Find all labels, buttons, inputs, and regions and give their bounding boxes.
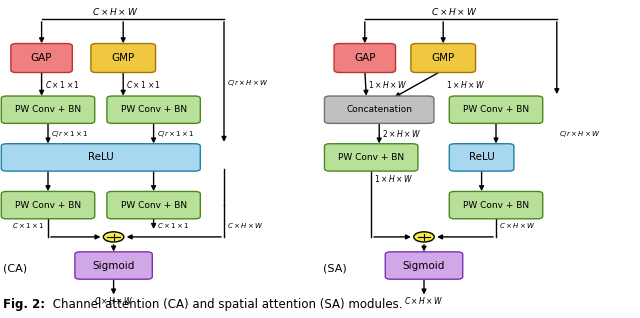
Text: ReLU: ReLU [88, 152, 114, 162]
FancyBboxPatch shape [385, 252, 463, 279]
Text: $C \times 1 \times 1$: $C \times 1 \times 1$ [127, 79, 161, 90]
Text: $2 \times H \times W$: $2 \times H \times W$ [383, 128, 422, 139]
FancyBboxPatch shape [11, 44, 72, 73]
Text: GMP: GMP [111, 53, 135, 63]
Text: PW Conv + BN: PW Conv + BN [15, 201, 81, 210]
FancyBboxPatch shape [107, 191, 200, 219]
Text: $1 \times H \times W$: $1 \times H \times W$ [447, 79, 486, 90]
Text: $C \times H \times W$: $C \times H \times W$ [431, 6, 477, 17]
Text: Sigmoid: Sigmoid [92, 260, 135, 271]
Text: $C \times 1 \times 1$: $C \times 1 \times 1$ [45, 79, 80, 90]
Text: $C/r \times 1 \times 1$: $C/r \times 1 \times 1$ [51, 128, 89, 139]
Circle shape [414, 232, 435, 242]
Text: PW Conv + BN: PW Conv + BN [463, 201, 529, 210]
FancyBboxPatch shape [1, 144, 200, 171]
Text: $C \times H \times W$: $C \times H \times W$ [227, 221, 264, 230]
FancyBboxPatch shape [107, 96, 200, 123]
Text: Channel attention (CA) and spatial attention (SA) modules.: Channel attention (CA) and spatial atten… [49, 298, 403, 311]
Text: $C \times H \times W$: $C \times H \times W$ [499, 221, 536, 230]
Text: $C/r \times H \times W$: $C/r \times H \times W$ [227, 78, 269, 88]
FancyBboxPatch shape [1, 96, 95, 123]
Text: $C \times 1 \times 1$: $C \times 1 \times 1$ [157, 221, 189, 230]
FancyBboxPatch shape [1, 191, 95, 219]
Text: $1 \times H \times W$: $1 \times H \times W$ [368, 79, 407, 90]
Text: $C \times H \times W$: $C \times H \times W$ [94, 295, 133, 306]
FancyBboxPatch shape [449, 191, 543, 219]
Text: GAP: GAP [354, 53, 376, 63]
FancyBboxPatch shape [324, 96, 434, 123]
FancyBboxPatch shape [91, 44, 156, 73]
Text: $C/r \times H \times W$: $C/r \times H \times W$ [559, 128, 600, 139]
Text: GMP: GMP [431, 53, 455, 63]
FancyBboxPatch shape [411, 44, 476, 73]
Text: GAP: GAP [31, 53, 52, 63]
Text: (CA): (CA) [3, 264, 28, 274]
Text: Sigmoid: Sigmoid [403, 260, 445, 271]
Text: PW Conv + BN: PW Conv + BN [15, 105, 81, 114]
Text: $C \times 1 \times 1$: $C \times 1 \times 1$ [12, 221, 45, 230]
Text: $1 \times H \times W$: $1 \times H \times W$ [374, 173, 413, 183]
Text: PW Conv + BN: PW Conv + BN [338, 153, 404, 162]
Text: $C \times H \times W$: $C \times H \times W$ [92, 6, 138, 17]
Circle shape [104, 232, 124, 242]
Text: Fig. 2:: Fig. 2: [3, 298, 45, 311]
FancyBboxPatch shape [449, 96, 543, 123]
FancyBboxPatch shape [334, 44, 396, 73]
Text: PW Conv + BN: PW Conv + BN [120, 105, 187, 114]
Text: $C/r \times 1 \times 1$: $C/r \times 1 \times 1$ [157, 128, 195, 139]
FancyBboxPatch shape [449, 144, 514, 171]
Text: Concatenation: Concatenation [346, 105, 412, 114]
FancyBboxPatch shape [324, 144, 418, 171]
Text: $C \times H \times W$: $C \times H \times W$ [404, 295, 444, 306]
Text: ReLU: ReLU [468, 152, 495, 162]
FancyBboxPatch shape [75, 252, 152, 279]
Text: PW Conv + BN: PW Conv + BN [463, 105, 529, 114]
Text: PW Conv + BN: PW Conv + BN [120, 201, 187, 210]
Text: (SA): (SA) [323, 264, 347, 274]
